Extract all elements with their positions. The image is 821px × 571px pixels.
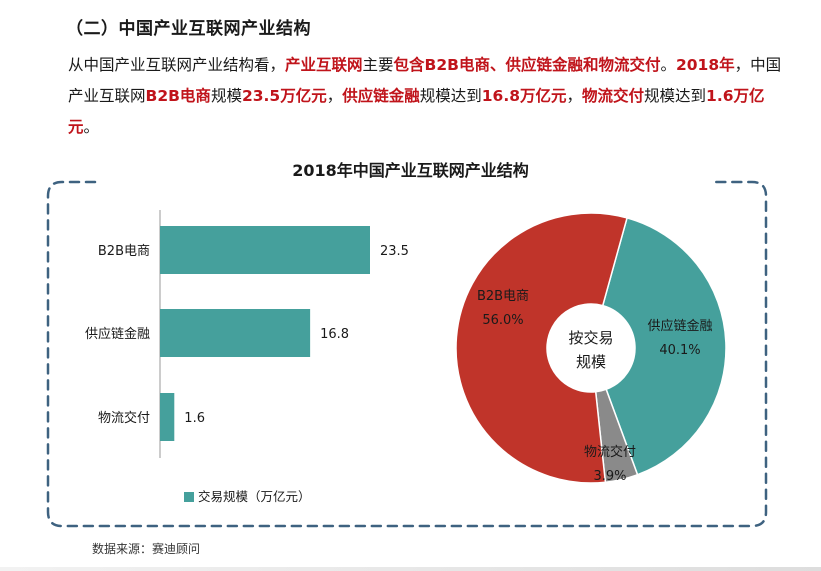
slice-label: B2B电商 (477, 289, 529, 304)
body-text: 规模达到 (644, 87, 707, 105)
body-text: 规模 (210, 87, 242, 105)
highlight-text: 物流交付 (582, 87, 645, 105)
body-text: 。 (83, 118, 100, 136)
highlight-text: 2018年 (675, 56, 735, 74)
highlight-text: 包含B2B电商、供应链金融和物流交付 (393, 56, 661, 74)
section-title: （二）中国产业互联网产业结构 (66, 19, 311, 39)
chart-title: 2018年中国产业互联网产业结构 (292, 161, 529, 180)
body-text: 规模达到 (419, 87, 482, 105)
body-text: 。 (660, 56, 676, 74)
summary-paragraph: 从中国产业互联网产业结构看，产业互联网主要包含B2B电商、供应链金融和物流交付。… (68, 50, 788, 143)
body-text: 主要 (362, 56, 394, 74)
body-text: ，中国产业互联网 (68, 56, 782, 105)
body-text: 从中国产业互联网产业结构看， (68, 56, 286, 74)
slice-label: 物流交付 (584, 444, 636, 460)
highlight-text: 1.6万亿元 (68, 87, 765, 136)
donut-center-label: 按交易 (568, 329, 613, 347)
slice-value: 40.1% (659, 343, 700, 358)
highlight-text: 23.5万亿元 (241, 87, 327, 105)
body-text: ， (566, 87, 583, 105)
slice-value: 56.0% (482, 313, 523, 328)
pie-slice (455, 212, 628, 484)
bar (160, 393, 175, 441)
highlight-text: 16.8万亿元 (481, 87, 567, 105)
data-label: 1.6 (184, 411, 205, 426)
data-label: 16.8 (320, 327, 349, 342)
data-label: 23.5 (380, 244, 409, 259)
bottom-bar (0, 567, 821, 571)
category-label: 物流交付 (98, 410, 150, 426)
slice-value: 3.9% (593, 469, 626, 484)
category-label: 供应链金融 (85, 326, 150, 342)
donut-center-label: 规模 (576, 353, 606, 371)
legend-label: 交易规模（万亿元） (198, 489, 311, 504)
bar (160, 226, 370, 274)
category-label: B2B电商 (98, 244, 150, 259)
data-source: 数据来源：赛迪顾问 (92, 542, 201, 556)
highlight-text: 产业互联网 (285, 56, 363, 74)
highlight-text: B2B电商 (145, 87, 211, 105)
slice-label: 供应链金融 (647, 318, 712, 334)
body-text: ， (326, 87, 343, 105)
bar (160, 309, 311, 357)
highlight-text: 供应链金融 (342, 87, 420, 105)
legend-swatch (184, 492, 194, 502)
pie-slice (601, 216, 727, 476)
